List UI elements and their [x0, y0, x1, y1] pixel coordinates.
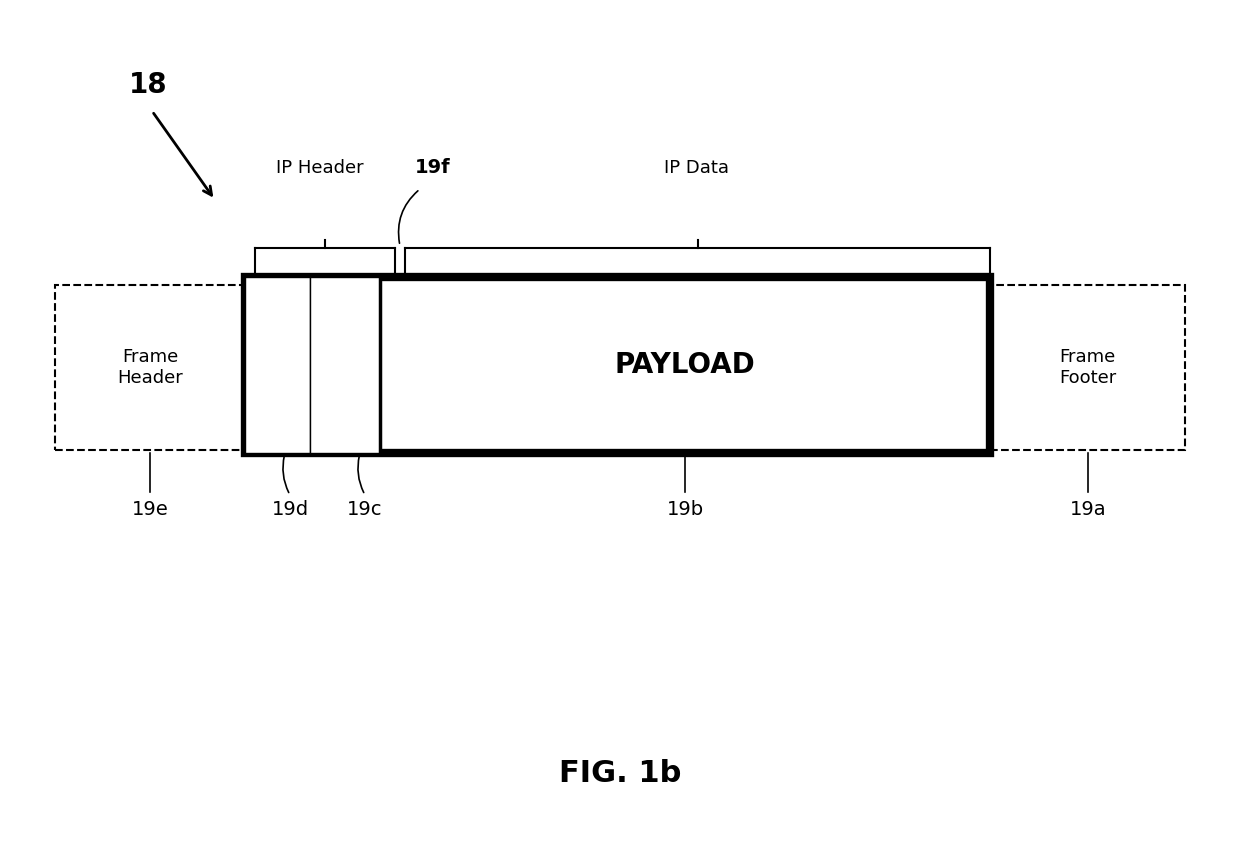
Text: IP Header: IP Header — [277, 159, 363, 177]
Bar — [990, 285, 1185, 450]
Text: 19d: 19d — [272, 500, 309, 519]
Bar — [246, 277, 990, 453]
Bar — [246, 277, 310, 453]
Text: 19b: 19b — [666, 500, 703, 519]
Text: 19c: 19c — [347, 500, 383, 519]
Bar — [310, 277, 379, 453]
Text: Frame
Header: Frame Header — [117, 348, 182, 387]
Text: IP Data: IP Data — [665, 159, 729, 177]
Text: FIG. 1b: FIG. 1b — [559, 760, 681, 789]
Text: Destination
IP Address: Destination IP Address — [331, 329, 360, 401]
Text: 18: 18 — [129, 71, 167, 99]
Text: 19a: 19a — [1070, 500, 1106, 519]
Bar — [55, 285, 246, 450]
Text: PAYLOAD: PAYLOAD — [615, 351, 755, 379]
Text: Source
IP Address: Source IP Address — [263, 333, 291, 397]
Text: 19e: 19e — [131, 500, 169, 519]
Text: Frame
Footer: Frame Footer — [1059, 348, 1116, 387]
Text: 19f: 19f — [415, 158, 450, 177]
